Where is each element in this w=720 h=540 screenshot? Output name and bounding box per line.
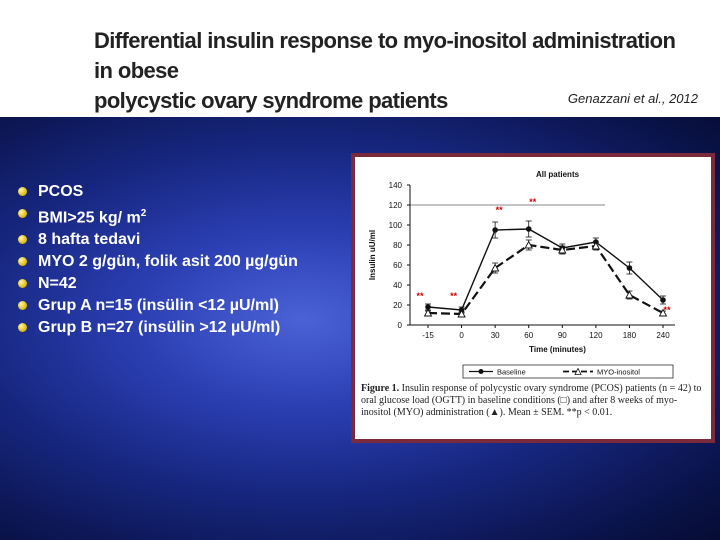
data-point: [660, 297, 666, 303]
data-point: [625, 290, 634, 299]
bullet-item: N=42: [18, 273, 358, 295]
significance-marker: **: [450, 291, 458, 301]
caption-text: Insulin response of polycystic ovary syn…: [361, 383, 702, 418]
caption-label: Figure 1.: [361, 383, 400, 394]
bullet-dot-icon: [18, 279, 27, 289]
data-point: [492, 227, 498, 233]
x-tick-label: 120: [589, 331, 603, 340]
x-tick-label: 180: [623, 331, 637, 340]
insulin-chart: All patients 0 20 40 60 80 100 120 140 -15 0 30 60 90…: [368, 170, 675, 379]
bullet-list: PCOS BMI>25 kg/ m2 8 hafta tedavi MYO 2 g/g…: [18, 181, 358, 339]
chart-title: All patients: [536, 170, 580, 179]
series-line: [427, 228, 664, 311]
bullet-dot-icon: [18, 209, 27, 218]
y-tick-label: 140: [389, 181, 403, 190]
y-tick-label: 100: [389, 221, 403, 230]
bullet-text: Grup A n=15 (insülin <12 µU/ml): [38, 297, 279, 315]
bullet-item: BMI>25 kg/ m2: [18, 203, 358, 229]
x-tick-label: -15: [422, 331, 434, 340]
x-tick-label: 90: [558, 331, 567, 340]
x-tick-label: 60: [524, 331, 533, 340]
significance-marker: **: [416, 291, 424, 301]
y-tick-label: 60: [393, 261, 402, 270]
bullet-item: 8 hafta tedavi: [18, 229, 358, 251]
x-tick-label: 0: [459, 331, 464, 340]
x-axis-label: Time (minutes): [529, 345, 586, 354]
y-tick-label: 40: [393, 281, 402, 290]
data-point: [457, 309, 466, 318]
bullet-text: 8 hafta tedavi: [38, 231, 141, 249]
data-point: [658, 308, 668, 317]
data-point: [490, 263, 500, 272]
bullet-item: Grup B n=27 (insülin >12 µU/ml): [18, 317, 358, 339]
data-point: [423, 308, 433, 317]
legend-label-myo: MYO-inositol: [597, 368, 640, 377]
data-point: [626, 265, 633, 271]
figure-panel: All patients 0 20 40 60 80 100 120 140 -15 0 30 60 90…: [355, 157, 711, 439]
series-line: [427, 243, 664, 316]
significance-marker: **: [496, 205, 504, 215]
y-tick-label: 80: [393, 241, 402, 250]
bullet-item: MYO 2 g/gün, folik asit 200 µg/gün: [18, 251, 358, 273]
data-point: [524, 240, 533, 249]
bullet-text: BMI>25 kg/ m: [38, 209, 141, 227]
data-point: [558, 245, 567, 254]
figure-caption: Figure 1. Insulin response of polycystic…: [361, 383, 707, 419]
bullet-dot-icon: [18, 323, 27, 333]
bullet-dot-icon: [18, 301, 27, 311]
title-line-2: polycystic ovary syndrome patients: [94, 88, 448, 113]
bullet-dot-icon: [18, 187, 27, 196]
bullet-text: Grup B n=27 (insülin >12 µU/ml): [38, 319, 281, 337]
data-point: [425, 304, 431, 310]
x-tick-label: 240: [656, 331, 670, 340]
bullet-item: Grup A n=15 (insülin <12 µU/ml): [18, 295, 358, 317]
bullet-text: N=42: [38, 275, 77, 293]
bullet-dot-icon: [18, 257, 27, 267]
citation: Genazzani et al., 2012: [567, 91, 698, 106]
y-tick-label: 0: [398, 321, 403, 330]
significance-marker: **: [529, 197, 537, 207]
y-tick-label: 120: [389, 201, 403, 210]
legend-marker-myo: [574, 367, 582, 375]
y-tick-label: 20: [393, 301, 402, 310]
legend-label-baseline: Baseline: [497, 368, 526, 377]
legend-marker-baseline: [478, 369, 484, 374]
title-line-1: Differential insulin response to myo-ino…: [94, 28, 676, 83]
bullet-item: PCOS: [18, 181, 358, 203]
header-band: Differential insulin response to myo-ino…: [0, 0, 720, 117]
bullet-superscript: 2: [140, 208, 147, 219]
x-tick-label: 30: [491, 331, 500, 340]
bullet-text: PCOS: [38, 183, 84, 200]
data-point: [525, 226, 532, 232]
data-point: [591, 241, 601, 250]
bullet-dot-icon: [18, 235, 27, 245]
significance-marker: **: [663, 305, 671, 315]
slide-title: Differential insulin response to myo-ino…: [94, 26, 694, 116]
y-axis-label: Insulin uU/ml: [368, 230, 377, 280]
bullet-text: MYO 2 g/gün, folik asit 200 µg/gün: [38, 253, 298, 271]
